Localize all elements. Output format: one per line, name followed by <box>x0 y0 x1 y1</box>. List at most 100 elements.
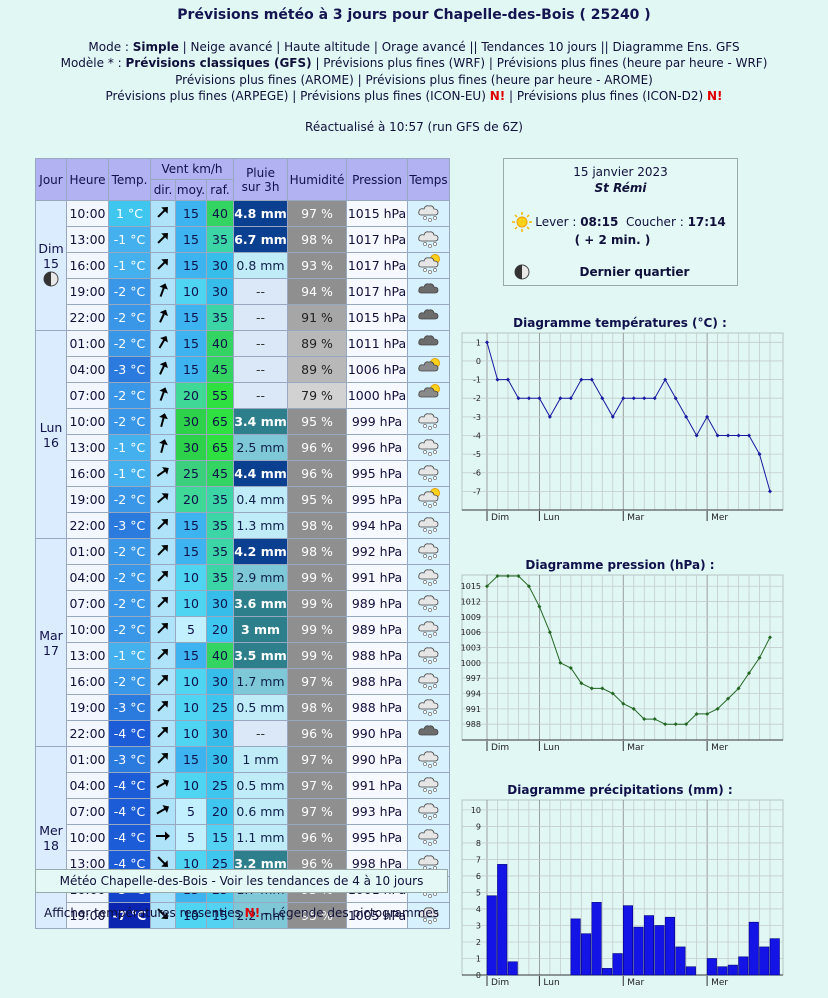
cloud <box>417 465 438 476</box>
gust-cell: 55 <box>207 383 234 408</box>
dir-cell <box>151 331 175 356</box>
gust-cell: 20 <box>207 617 234 642</box>
weather-icon <box>417 413 438 430</box>
trend-link[interactable]: Météo Chapelle-des-Bois - Voir les tenda… <box>35 869 448 893</box>
humidity-cell: 79 % <box>288 383 347 408</box>
hour-cell: 07:00 <box>67 591 108 616</box>
link-text[interactable]: Modèle * : <box>60 56 126 71</box>
link-text[interactable]: N! <box>244 906 261 920</box>
header-rain-sub: sur 3h <box>241 179 280 194</box>
rain-cell: 3.6 mm <box>234 591 288 616</box>
wind-arrow <box>159 439 168 454</box>
gust-cell: 30 <box>207 721 234 746</box>
point <box>600 396 605 401</box>
header-rain-text: Pluie <box>246 165 275 180</box>
point <box>610 414 615 419</box>
forecast-row: 19:00 -2 °C 10 30 -- 94 % 1017 hPa <box>36 279 450 304</box>
day-name: Mar <box>39 627 63 643</box>
dir-cell <box>151 539 175 564</box>
link-text[interactable]: Prévisions plus fines (AROME) | Prévisio… <box>175 72 653 87</box>
link-text[interactable]: | Neige avancé | Haute altitude | Orage … <box>178 40 740 54</box>
link-text[interactable]: Prévisions classiques (GFS) <box>125 56 312 71</box>
x-day-label: Dim <box>491 743 509 753</box>
link-text[interactable]: N! <box>489 88 506 103</box>
day-name: Lun <box>39 419 63 435</box>
forecast-table: Jour Heure Temp. Vent km/h Pluie sur 3h H… <box>35 158 451 929</box>
y-tick-label: -4 <box>473 431 481 440</box>
y-tick-label: 10 <box>471 806 481 815</box>
cloud <box>417 777 438 788</box>
weather-icon <box>417 725 438 736</box>
sky-cell <box>408 721 450 746</box>
rain-cell: -- <box>234 279 288 304</box>
humidity-cell: 91 % <box>288 305 347 330</box>
avg-cell: 30 <box>176 435 206 460</box>
wind-arrow <box>156 831 170 841</box>
dir-cell <box>151 747 175 772</box>
cloud <box>417 699 438 710</box>
link-text[interactable]: Mode : <box>88 40 133 54</box>
day-date: 15 <box>43 256 59 271</box>
weather-icon <box>417 543 438 560</box>
header-sky: Temps <box>408 159 450 200</box>
humidity-cell: 98 % <box>288 695 347 720</box>
header-hour: Heure <box>67 159 108 200</box>
pressure-cell: 1017 hPa <box>347 253 408 278</box>
cloud <box>417 803 438 814</box>
link-text[interactable]: | Prévisions plus fines (WRF) | Prévisio… <box>311 56 768 71</box>
link-text[interactable]: - Légende des pictogrammes <box>260 906 439 920</box>
link-text[interactable]: N! <box>706 88 723 103</box>
rain-cell: -- <box>234 305 288 330</box>
humidity-cell: 95 % <box>288 903 347 928</box>
sky-cell <box>408 435 450 460</box>
pressure-cell: 990 hPa <box>347 721 408 746</box>
point <box>505 377 510 382</box>
bar <box>748 921 759 976</box>
wind-arrow <box>157 623 168 634</box>
sky-cell <box>408 409 450 434</box>
humidity-cell: 97 % <box>288 773 347 798</box>
forecast-row: Mer 18 01:00 -3 °C 15 30 1 mm 97 % 990 hPa <box>36 747 450 928</box>
snowflakes <box>422 502 437 508</box>
avg-cell: 5 <box>176 799 206 824</box>
day-date: 18 <box>43 837 59 853</box>
saint: St Rémi <box>594 181 647 195</box>
avg-cell: 15 <box>176 539 206 564</box>
pressure-cell: 1011 hPa <box>347 331 408 356</box>
weather-icon <box>417 855 438 872</box>
wind-arrow <box>157 233 168 244</box>
point <box>694 433 699 438</box>
link-text[interactable]: Simple <box>132 40 179 54</box>
pressure-cell: 991 hPa <box>347 565 408 590</box>
avg-cell: 5 <box>176 825 206 850</box>
dir-cell <box>151 227 175 252</box>
point <box>579 377 584 382</box>
header-pressure: Pression <box>347 159 408 200</box>
rain-cell: 1.1 mm <box>234 825 288 850</box>
point <box>642 396 647 401</box>
wind-arrow <box>159 361 168 375</box>
weather-icon <box>417 673 438 690</box>
forecast-row: 10:00 -2 °C 5 20 3 mm 99 % 989 hPa <box>36 617 450 642</box>
temp-cell: -1 °C <box>109 461 150 486</box>
forecast-row: 19:00 -3 °C 10 25 0.5 mm 98 % 988 hPa <box>36 695 450 720</box>
humidity-cell: 94 % <box>288 279 347 304</box>
page-title: Prévisions météo à 3 jours pour Chapelle… <box>177 7 651 23</box>
link-text[interactable]: | Prévisions plus fines (ICON-D2) <box>505 88 707 103</box>
temp-cell: -3 °C <box>109 357 150 382</box>
dir-cell <box>151 591 175 616</box>
dir-cell <box>151 643 175 668</box>
snowflakes <box>422 216 437 222</box>
link-text[interactable]: Afficher températures ressenties <box>43 906 245 920</box>
y-tick-label: 2 <box>476 938 481 947</box>
bar <box>507 961 518 976</box>
gust-cell: 30 <box>207 669 234 694</box>
snowflakes <box>422 762 437 768</box>
sky-cell <box>408 201 450 226</box>
humidity-cell: 98 % <box>288 513 347 538</box>
link-text[interactable]: Prévisions plus fines (ARPEGE) | Prévisi… <box>105 88 490 103</box>
avg-cell: 15 <box>176 253 206 278</box>
line <box>486 575 771 725</box>
header-gust: raf. <box>207 180 234 200</box>
